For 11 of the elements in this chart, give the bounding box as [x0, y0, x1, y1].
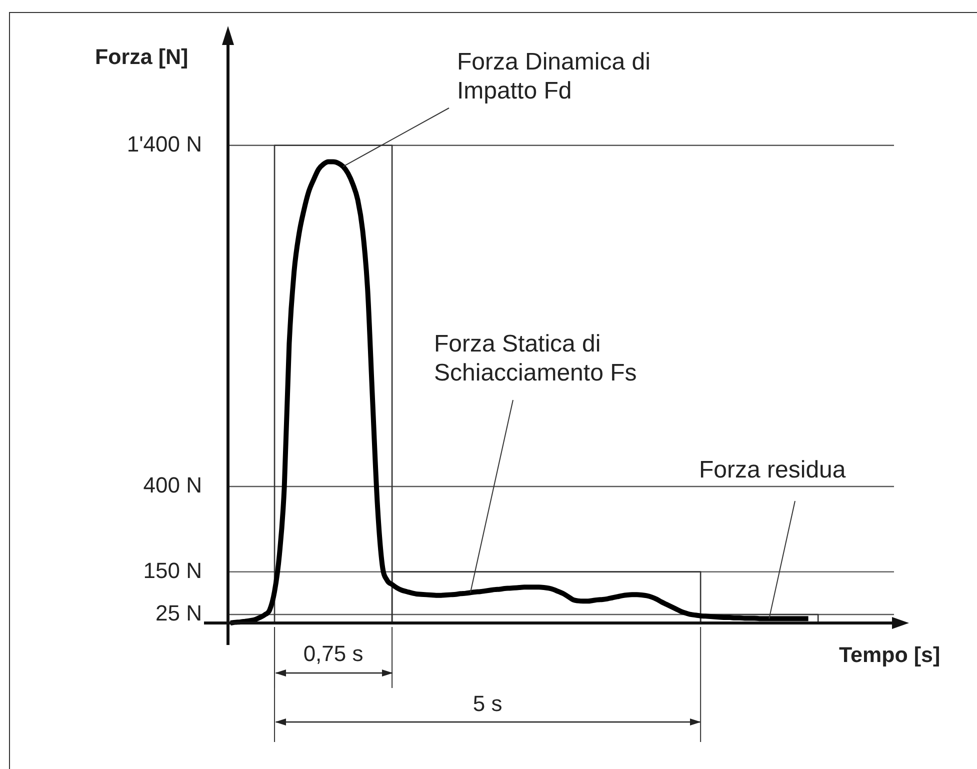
y-axis-title: Forza [N]	[95, 44, 188, 69]
y-tick-label: 25 N	[156, 600, 202, 626]
x-axis-title: Tempo [s]	[839, 642, 940, 667]
y-tick-label: 1'400 N	[126, 131, 202, 156]
annotation: Forza Dinamica di Impatto Fd	[457, 48, 650, 105]
text: 5 s	[472, 691, 502, 716]
text: 0,75 s	[303, 641, 364, 666]
annotation: Forza residua	[699, 456, 846, 484]
y-tick-label: 150 N	[143, 558, 202, 583]
annotation: Forza Statica di Schiacciamento Fs	[434, 330, 637, 387]
y-tick-label: 400 N	[143, 472, 202, 498]
